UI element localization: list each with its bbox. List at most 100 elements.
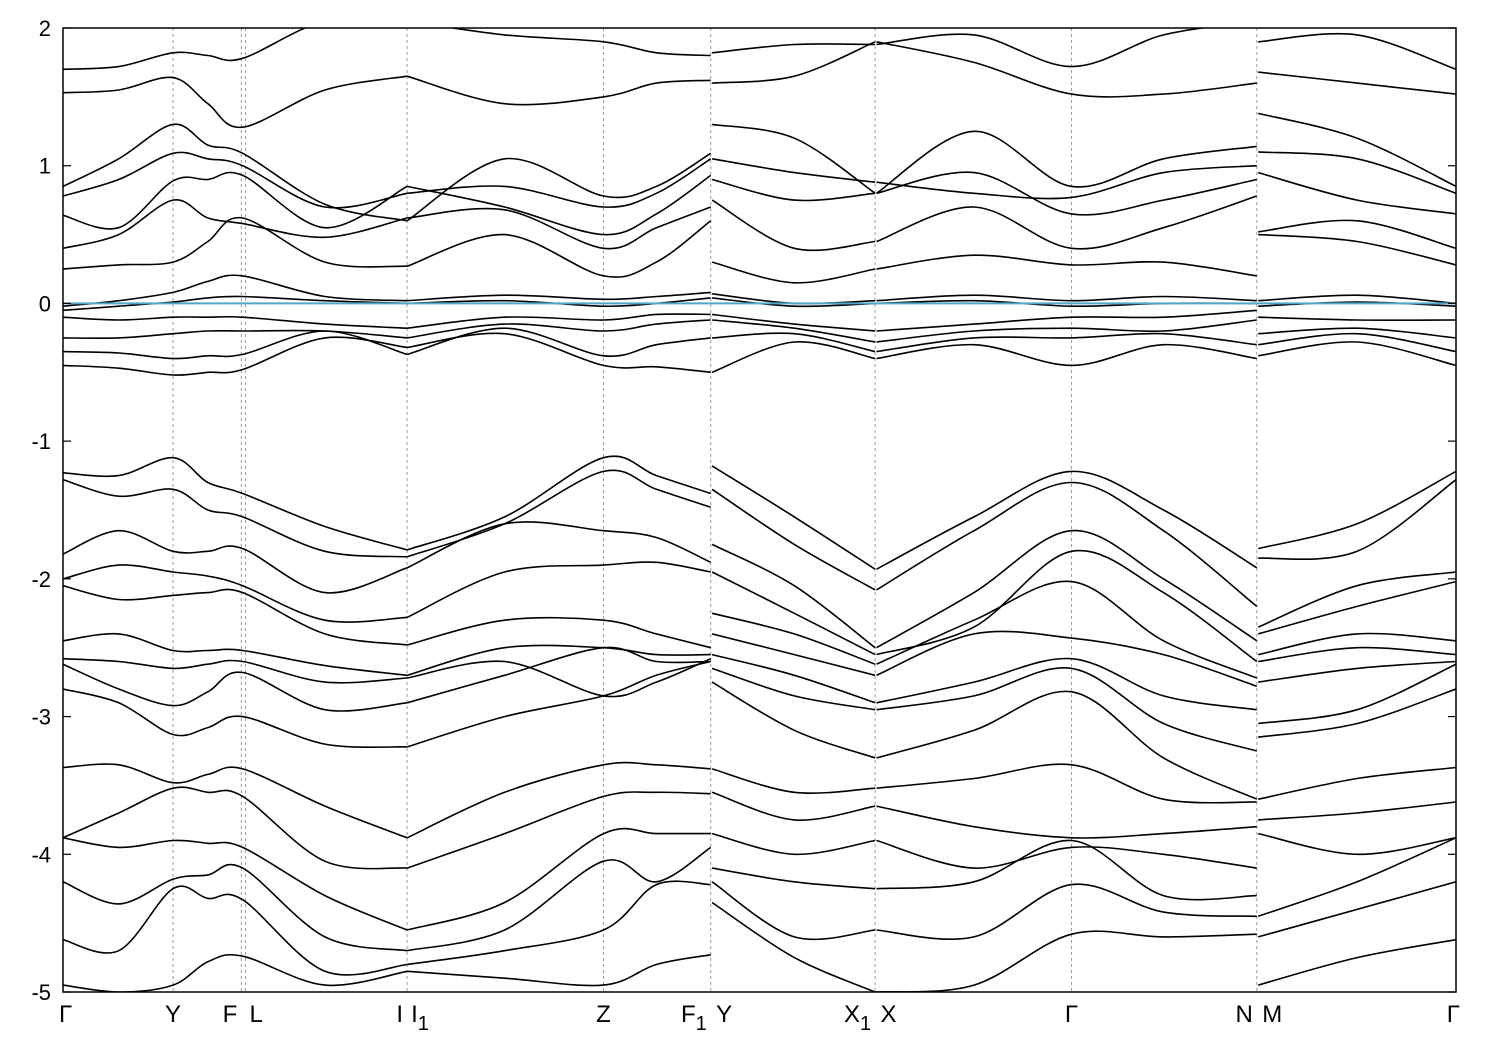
band-s4-b19 (1258, 660, 1456, 683)
band-s4-b26 (1257, 881, 1456, 938)
ytick-label-1: -4 (31, 842, 51, 867)
ytick-label-7: 2 (39, 16, 51, 41)
kpoint-label-7: F1 (681, 1001, 707, 1035)
band-s2-b19 (711, 653, 876, 704)
band-s2-b20 (711, 667, 876, 711)
band-s4-b17 (1258, 632, 1456, 656)
band-s4-b10 (1258, 327, 1456, 339)
ytick-label-6: 1 (39, 154, 51, 179)
band-s2-b23 (711, 791, 876, 821)
x-axis-kpoint-labels: Γ Y F L I I1 Z F1 Y X1 X Γ N M Γ (59, 1001, 1460, 1035)
band-s4-b20 (1258, 663, 1456, 725)
band-s4-b25 (1257, 837, 1456, 918)
ytick-label-0: -5 (31, 980, 51, 1005)
band-s1-b19 (406, 657, 712, 698)
band-s2-b26 (711, 881, 876, 941)
band-s4-b22 (1258, 766, 1456, 800)
band-s3-b25 (876, 839, 1257, 901)
band-s3-b20 (876, 667, 1258, 752)
band-s3-b26 (876, 883, 1257, 940)
band-s1-b8 (407, 297, 711, 308)
plot-frame (62, 27, 1457, 993)
band-s1-b10 (406, 319, 711, 339)
band-s1-b23 (406, 791, 711, 869)
band-s4-b15 (1257, 571, 1456, 628)
band-s2-b25 (711, 867, 876, 890)
band-s1-b21 (406, 660, 711, 748)
band-s2-b9 (712, 313, 876, 332)
band-s1-b22 (406, 761, 711, 839)
band-s3-b22 (876, 763, 1257, 804)
band-s1-b16 (406, 561, 711, 619)
kpoint-label-0: Γ (59, 1001, 72, 1028)
band-s2-b11 (712, 332, 876, 353)
band-s0-b4 (63, 171, 408, 230)
band-s0-b24 (63, 837, 408, 931)
band-s0-b20 (63, 663, 408, 712)
band-s4-b12 (1258, 341, 1456, 367)
band-s2-b15 (711, 543, 876, 649)
band-s3-b21 (876, 690, 1258, 800)
band-s3-b4 (876, 171, 1257, 216)
band-s4-b14 (1258, 479, 1456, 561)
band-s3-b3 (876, 164, 1257, 200)
band-s3-b0 (876, 28, 1207, 68)
band-s3-b11 (876, 332, 1257, 353)
band-s1-b3 (407, 158, 712, 208)
ytick-label-5: 0 (39, 291, 51, 316)
band-s2-b18 (711, 633, 876, 677)
band-s4-b27 (1257, 938, 1456, 986)
kpoint-label-3: L (249, 1001, 262, 1028)
kpoint-label-5: I1 (411, 1001, 429, 1035)
band-s0-b5 (63, 199, 408, 250)
band-s3-b18 (876, 630, 1258, 688)
band-s1-b0 (447, 28, 711, 57)
band-s1-b2 (406, 152, 712, 222)
band-s3-b15 (876, 529, 1258, 649)
band-s0-b19 (63, 657, 408, 684)
band-s4-b6 (1258, 233, 1456, 266)
band-s0-b1 (63, 75, 408, 129)
band-s2-b0 (712, 43, 876, 54)
band-s1-b11 (406, 327, 711, 358)
band-s3-b17 (876, 580, 1258, 679)
band-s0-b0 (63, 28, 307, 71)
kpoint-label-13: M (1262, 1001, 1282, 1028)
band-s0-b23 (63, 786, 408, 870)
band-s2-b21 (711, 681, 876, 759)
band-s4-b23 (1258, 801, 1456, 821)
kpoint-divider-lines (172, 28, 1258, 992)
ytick-label-4: -1 (31, 429, 51, 454)
band-s4-b18 (1258, 646, 1456, 663)
kpoint-label-10: X (881, 1001, 897, 1028)
band-s2-b27 (711, 901, 876, 992)
band-s0-b21 (63, 688, 408, 749)
band-s2-b7 (712, 293, 876, 305)
band-s2-b3 (711, 158, 876, 183)
band-s2-b14 (711, 488, 876, 591)
band-s1-b5 (407, 206, 711, 250)
kpoint-label-6: Z (596, 1001, 611, 1028)
band-s0-b26 (63, 885, 408, 976)
band-s4-b2 (1258, 112, 1456, 188)
band-s2-b12 (711, 341, 876, 374)
band-s1-b15 (406, 521, 712, 569)
band-s1-b7 (407, 291, 711, 302)
band-s2-b22 (711, 768, 876, 794)
band-s0-b11 (63, 330, 408, 360)
band-s3-b9 (876, 309, 1257, 332)
band-s4-b0 (1258, 32, 1456, 71)
ytick-label-2: -3 (31, 705, 51, 730)
kpoint-label-12: N (1235, 1001, 1252, 1028)
band-s0-b2 (63, 123, 408, 222)
band-s4-b21 (1258, 688, 1456, 738)
band-s1-b6 (406, 220, 712, 278)
band-s3-b14 (876, 481, 1258, 608)
y-axis-ticks: -5 -4 -3 -2 -1 0 1 2 (31, 16, 1456, 1005)
band-s0-b7 (63, 274, 408, 307)
band-s3-b2 (876, 130, 1257, 194)
band-s0-b15 (63, 529, 408, 594)
band-s2-b4 (711, 178, 876, 202)
band-s0-b13 (63, 456, 408, 551)
